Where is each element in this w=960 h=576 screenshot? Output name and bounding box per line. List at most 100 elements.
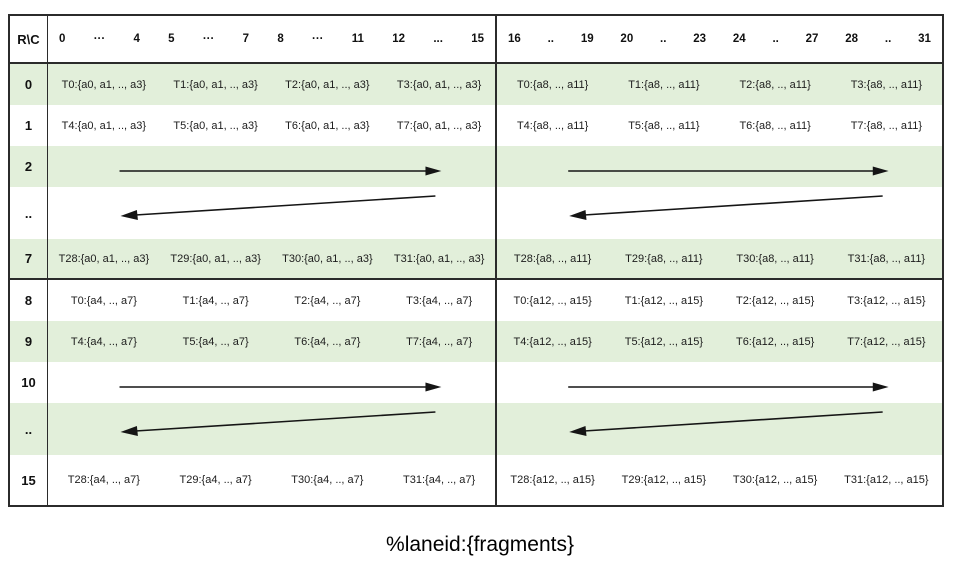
wrap-arrow-right-icon [568, 166, 889, 176]
fragment-cell: T30:{a4, .., a7} [291, 474, 364, 486]
fragment-cell: T3:{a8, .., a11} [850, 78, 923, 91]
table-row: 10 [10, 362, 942, 403]
row-half-right: T0:{a12, .., a15} T1:{a12, .., a15} T2:{a1… [495, 280, 942, 321]
fragment-cell: T4:{a0, a1, .., a3} [61, 119, 147, 132]
row-label: 10 [10, 362, 48, 403]
column-header: 7 [242, 33, 250, 45]
column-header: 11 [351, 33, 364, 45]
column-header: 5 [168, 33, 175, 45]
fragment-cell: T0:{a4, .., a7} [70, 294, 137, 307]
column-header: 23 [693, 33, 707, 45]
fragment-cell: T4:{a8, .., a11} [516, 119, 589, 132]
row-half-left [48, 362, 495, 403]
fragment-cell: T6:{a12, .., a15} [735, 335, 815, 348]
fragment-cell: T2:{a0, a1, .., a3} [285, 78, 370, 91]
column-header: 8 [277, 33, 284, 45]
table-row: 2 [10, 146, 942, 187]
fragment-cell: T7:{a8, .., a11} [850, 119, 923, 132]
column-header: .. [660, 33, 667, 45]
fragment-cell: T0:{a8, .., a11} [516, 78, 589, 91]
corner-label: R\C [10, 16, 48, 62]
fragment-cell: T5:{a4, .., a7} [182, 335, 249, 348]
row-label: 0 [10, 64, 48, 105]
row-label: 15 [10, 455, 48, 505]
fragment-cell: T7:{a4, .., a7} [406, 335, 473, 348]
table-row: 15 T28:{a4, .., a7} T29:{a4, .., a7} T30:{a… [10, 455, 942, 505]
row-label: 1 [10, 105, 48, 146]
fragment-cell: T29:{a0, a1, .., a3} [170, 252, 261, 265]
fragment-cell: T28:{a4, .., a7} [67, 474, 140, 486]
fragment-cell: T3:{a4, .., a7} [406, 294, 473, 307]
row-half-right: T28:{a12, .., a15} T29:{a12, .., a15} T30:… [495, 455, 942, 505]
row-half-left: T28:{a0, a1, .., a3} T29:{a0, a1, .., a3}… [48, 239, 495, 278]
fragment-cell: T1:{a12, .., a15} [624, 294, 704, 307]
row-label: .. [10, 403, 48, 455]
row-label: 9 [10, 321, 48, 362]
fragment-cell: T3:{a0, a1, .., a3} [396, 78, 482, 91]
fragment-cell: T29:{a8, .., a11} [625, 252, 703, 265]
row-half-right: T28:{a8, .., a11} T29:{a8, .., a11} T30:{a… [495, 239, 942, 278]
row-half-left: T28:{a4, .., a7} T29:{a4, .., a7} T30:{a4,… [48, 455, 495, 505]
fragment-cell: T31:{a4, .., a7} [403, 474, 476, 486]
column-header: 15 [471, 33, 484, 45]
fragment-cell: T5:{a12, .., a15} [624, 335, 704, 348]
fragment-cell: T1:{a4, .., a7} [182, 294, 249, 307]
fragment-cell: T7:{a12, .., a15} [847, 335, 926, 348]
fragment-cell: T7:{a0, a1, .., a3} [396, 119, 482, 132]
wrap-arrow-right-icon [119, 382, 442, 392]
row-half-right [495, 187, 942, 239]
fragment-cell: T30:{a0, a1, .., a3} [282, 252, 373, 265]
fragment-cell: T28:{a0, a1, .., a3} [58, 252, 150, 265]
fragment-cell: T2:{a8, .., a11} [739, 78, 811, 91]
row-label: 8 [10, 280, 48, 321]
wrap-arrow-right-icon [568, 382, 889, 392]
table-row: .. [10, 403, 942, 455]
table-row: .. [10, 187, 942, 239]
fragment-cell: T6:{a0, a1, .., a3} [285, 119, 370, 132]
row-half-left: T0:{a4, .., a7} T1:{a4, .., a7} T2:{a4, ..… [48, 280, 495, 321]
column-header: 27 [805, 33, 819, 45]
wrap-arrow-right-icon [119, 166, 442, 176]
fragment-cell: T28:{a8, .., a11} [513, 252, 592, 265]
column-header: .. [547, 33, 554, 45]
row-half-left: T4:{a4, .., a7} T5:{a4, .., a7} T6:{a4, ..… [48, 321, 495, 362]
fragment-cell: T5:{a0, a1, .., a3} [173, 119, 258, 132]
column-header: ··· [202, 33, 215, 45]
fragment-cell: T31:{a8, .., a11} [847, 252, 926, 265]
column-header: 0 [59, 33, 66, 45]
fragment-cell: T30:{a8, .., a11} [736, 252, 814, 265]
table-row: 1 T4:{a0, a1, .., a3} T5:{a0, a1, .., a3} T… [10, 105, 942, 146]
wrap-arrow-left-icon [120, 195, 436, 220]
fragment-cell: T31:{a0, a1, .., a3} [393, 252, 485, 265]
figure-caption: %laneid:{fragments} [386, 533, 574, 556]
column-header: ... [433, 33, 443, 45]
row-half-right [495, 403, 942, 455]
table-row: 9 T4:{a4, .., a7} T5:{a4, .., a7} T6:{a4, .… [10, 321, 942, 362]
fragment-cell: T2:{a12, .., a15} [735, 294, 815, 307]
column-header: ··· [312, 33, 324, 45]
row-half-right [495, 362, 942, 403]
fragment-table: R\C 0 ··· 4 5 ··· 7 8 ··· 11 12... 15 16.. 19 20.. 23 24… [8, 14, 944, 507]
row-half-left [48, 146, 495, 187]
fragment-cell: T31:{a12, .., a15} [844, 474, 929, 486]
row-half-left [48, 187, 495, 239]
column-header-group-left: 0 ··· 4 5 ··· 7 8 ··· 11 12... 15 [48, 16, 495, 62]
row-half-left [48, 403, 495, 455]
fragment-cell: T6:{a4, .., a7} [294, 335, 361, 348]
column-header: 20 [620, 33, 634, 45]
column-header: ··· [93, 33, 106, 45]
fragment-cell: T0:{a12, .., a15} [513, 294, 592, 307]
row-half-right: T4:{a12, .., a15} T5:{a12, .., a15} T6:{a1… [495, 321, 942, 362]
column-header: 19 [580, 33, 594, 45]
table-row: 8 T0:{a4, .., a7} T1:{a4, .., a7} T2:{a4, .… [10, 280, 942, 321]
fragment-cell: T1:{a8, .., a11} [628, 78, 700, 91]
fragment-cell: T2:{a4, .., a7} [294, 294, 361, 307]
fragment-cell: T29:{a12, .., a15} [621, 474, 707, 486]
wrap-arrow-left-icon [569, 411, 883, 436]
column-header: 4 [133, 33, 140, 45]
fragment-cell: T4:{a12, .., a15} [513, 335, 592, 348]
row-label: 2 [10, 146, 48, 187]
row-label: 7 [10, 239, 48, 278]
row-half-right: T0:{a8, .., a11} T1:{a8, .., a11} T2:{a8, … [495, 64, 942, 105]
